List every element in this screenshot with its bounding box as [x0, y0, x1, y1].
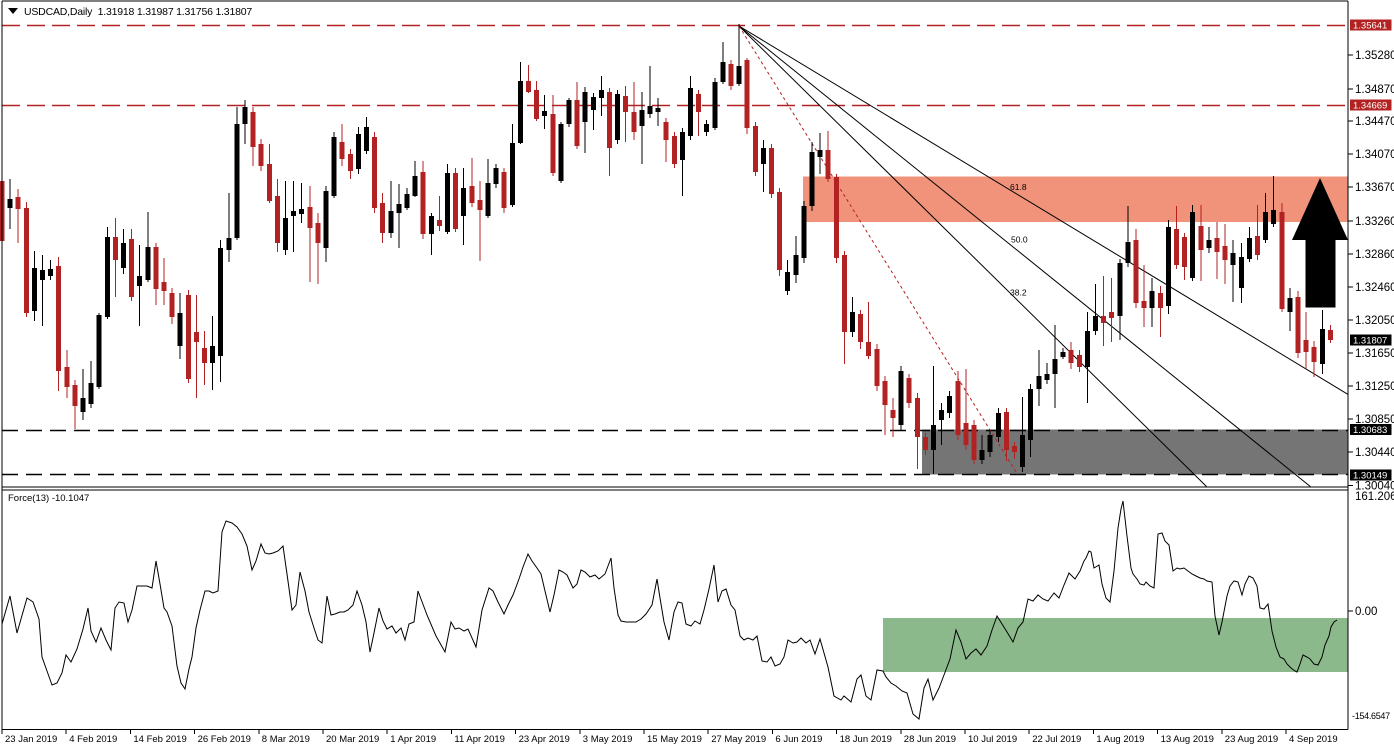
svg-text:6 Jun 2019: 6 Jun 2019 — [775, 734, 822, 745]
svg-text:1.32460: 1.32460 — [1355, 282, 1394, 294]
svg-text:Force(13) -10.1047: Force(13) -10.1047 — [8, 493, 89, 504]
svg-text:28 Jun 2019: 28 Jun 2019 — [904, 734, 956, 745]
svg-text:23 Apr 2019: 23 Apr 2019 — [519, 734, 570, 745]
svg-text:1.33670: 1.33670 — [1355, 182, 1394, 194]
svg-text:1.35280: 1.35280 — [1355, 50, 1394, 62]
svg-text:1.31807: 1.31807 — [1353, 336, 1387, 347]
svg-text:27 May 2019: 27 May 2019 — [711, 734, 766, 745]
svg-text:1.34669: 1.34669 — [1353, 101, 1387, 112]
svg-text:26 Feb 2019: 26 Feb 2019 — [198, 734, 251, 745]
svg-text:1 Aug 2019: 1 Aug 2019 — [1096, 734, 1144, 745]
svg-text:1.30850: 1.30850 — [1355, 414, 1394, 426]
svg-text:USDCAD,Daily 1.31918 1.31987: USDCAD,Daily 1.31918 1.31987 1.31756 1.3… — [24, 6, 252, 18]
svg-text:1.30040: 1.30040 — [1355, 481, 1394, 493]
svg-text:23 Aug 2019: 23 Aug 2019 — [1225, 734, 1278, 745]
svg-text:1.34470: 1.34470 — [1355, 116, 1394, 128]
svg-text:1.34870: 1.34870 — [1355, 84, 1394, 96]
svg-text:1.30149: 1.30149 — [1353, 471, 1387, 482]
svg-text:-154.6547: -154.6547 — [1352, 711, 1390, 721]
svg-text:50.0: 50.0 — [1011, 235, 1028, 245]
svg-text:10 Jul 2019: 10 Jul 2019 — [968, 734, 1017, 745]
svg-text:1.35641: 1.35641 — [1353, 21, 1387, 32]
svg-text:3 May 2019: 3 May 2019 — [583, 734, 633, 745]
svg-text:22 Jul 2019: 22 Jul 2019 — [1032, 734, 1081, 745]
svg-text:1.31250: 1.31250 — [1355, 381, 1394, 393]
svg-text:11 Apr 2019: 11 Apr 2019 — [454, 734, 505, 745]
svg-text:1.34070: 1.34070 — [1355, 149, 1394, 161]
svg-text:1.30440: 1.30440 — [1355, 447, 1394, 459]
svg-text:1.32050: 1.32050 — [1355, 315, 1394, 327]
svg-text:4 Sep 2019: 4 Sep 2019 — [1289, 734, 1338, 745]
svg-text:23 Jan 2019: 23 Jan 2019 — [5, 734, 57, 745]
svg-text:4 Feb 2019: 4 Feb 2019 — [69, 734, 117, 745]
svg-text:15 May 2019: 15 May 2019 — [647, 734, 702, 745]
svg-text:1.32860: 1.32860 — [1355, 249, 1394, 261]
svg-text:18 Jun 2019: 18 Jun 2019 — [840, 734, 892, 745]
svg-text:1.33260: 1.33260 — [1355, 216, 1394, 228]
svg-text:1.30683: 1.30683 — [1353, 425, 1387, 436]
svg-text:161.2065: 161.2065 — [1355, 491, 1394, 503]
svg-text:0.00: 0.00 — [1355, 606, 1377, 618]
svg-text:38.2: 38.2 — [1010, 288, 1027, 298]
svg-text:8 Mar 2019: 8 Mar 2019 — [262, 734, 310, 745]
svg-text:14 Feb 2019: 14 Feb 2019 — [133, 734, 186, 745]
svg-text:1.31650: 1.31650 — [1355, 348, 1394, 360]
svg-text:1 Apr 2019: 1 Apr 2019 — [390, 734, 436, 745]
svg-text:20 Mar 2019: 20 Mar 2019 — [326, 734, 379, 745]
svg-text:13 Aug 2019: 13 Aug 2019 — [1161, 734, 1214, 745]
svg-text:61.8: 61.8 — [1010, 182, 1027, 192]
